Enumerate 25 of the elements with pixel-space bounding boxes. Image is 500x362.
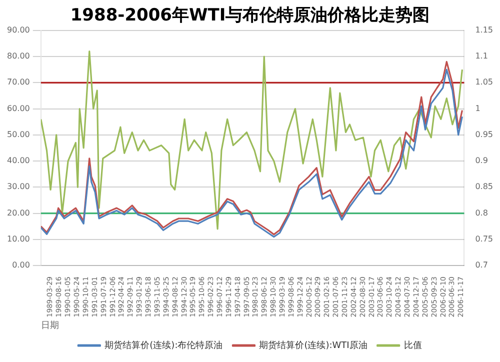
y-tick-label: 0.00 xyxy=(12,260,30,270)
y2-tick-label: 0.8 xyxy=(475,208,488,218)
legend-label: 期货结算价(连续):WTI原油 xyxy=(259,340,368,351)
y-tick-label: 30.00 xyxy=(6,182,30,192)
legend-label: 比值 xyxy=(404,340,422,351)
y2-tick-label: 0.75 xyxy=(475,234,493,244)
y2-tick-label: 1.05 xyxy=(475,78,493,87)
y-tick-label: 90.00 xyxy=(6,25,30,34)
y2-tick-label: 0.95 xyxy=(475,130,493,139)
y2-tick-label: 0.85 xyxy=(475,182,493,192)
y2-tick-label: 1.15 xyxy=(475,25,493,34)
chart-title: 1988-2006年WTI与布伦特原油价格比走势图 xyxy=(70,6,430,26)
y2-tick-label: 0.9 xyxy=(475,156,488,166)
y-tick-label: 50.00 xyxy=(6,130,30,139)
y-tick-label: 60.00 xyxy=(6,104,30,113)
x-axis-title: 日期 xyxy=(40,320,59,331)
y-tick-label: 40.00 xyxy=(6,156,30,166)
y-tick-label: 80.00 xyxy=(6,52,30,61)
y-tick-label: 70.00 xyxy=(6,78,30,87)
y2-tick-label: 1.1 xyxy=(475,52,488,61)
y-tick-label: 10.00 xyxy=(6,234,30,244)
y-tick-label: 20.00 xyxy=(6,208,30,218)
y2-tick-label: 1 xyxy=(475,104,480,113)
y2-tick-label: 0.7 xyxy=(475,260,488,270)
legend-label: 期货结算价(连续):布伦特原油 xyxy=(104,340,223,351)
